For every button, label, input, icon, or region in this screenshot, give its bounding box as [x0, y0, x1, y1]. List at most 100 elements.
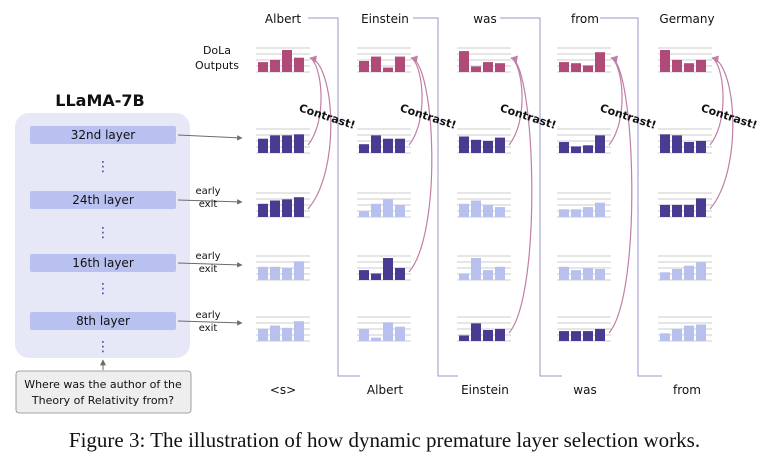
bar-col4-dola-4	[595, 52, 605, 72]
bar-col3-layer24-4	[495, 207, 505, 217]
layer-box-24: 24th layer	[30, 191, 176, 209]
output-token-5: Germany	[659, 12, 714, 26]
bar-col5-dola-1	[660, 50, 670, 72]
bar-col2-layer16-4	[395, 267, 405, 280]
bar-col2-dola-1	[359, 61, 369, 72]
ellipsis-3: ⋮	[96, 281, 110, 297]
output-tokens: Albert Einstein was from Germany	[265, 12, 715, 26]
bar-col4-dola-2	[571, 63, 581, 72]
question-box	[15, 370, 192, 414]
bar-col1-layer8-2	[270, 325, 280, 341]
bar-col2-layer16-3	[383, 258, 393, 280]
early-exit-label-16: early exit	[195, 251, 220, 275]
bar-col5-layer16-4	[696, 262, 706, 280]
dola-label-line-1: DoLa	[203, 44, 231, 57]
svg-text:exit: exit	[199, 264, 218, 275]
bar-col1-layer32-1	[258, 138, 268, 153]
bar-col1-layer24-2	[270, 200, 280, 217]
autoregressive-connectors	[308, 17, 662, 377]
ellipsis-2: ⋮	[96, 225, 110, 241]
bar-col5-layer8-4	[696, 324, 706, 341]
ellipsis-4: ⋮	[96, 339, 110, 355]
bar-col2-dola-2	[371, 56, 381, 72]
contrast-labels: Contrast! Contrast! Contrast! Contrast! Cont…	[297, 101, 759, 131]
dola-diagram: LLaMA-7B 32nd layer ⋮ 24th layer ⋮ 16th …	[15, 12, 759, 414]
distribution-bars	[258, 50, 706, 341]
contrast-arrow-premature-5	[709, 55, 734, 210]
contrast-arrow-mature-3	[508, 57, 523, 146]
bar-col3-layer16-3	[483, 270, 493, 280]
svg-text:early: early	[195, 186, 220, 197]
bar-col5-layer32-2	[672, 135, 682, 153]
contrast-arrow-premature-3	[508, 55, 533, 334]
bar-col3-dola-2	[471, 66, 481, 72]
bar-col5-dola-4	[696, 59, 706, 72]
layer-label-24: 24th layer	[72, 193, 134, 207]
connector-1	[308, 17, 360, 377]
bar-col5-layer8-1	[660, 333, 670, 341]
bar-col5-layer16-2	[672, 269, 682, 280]
layer-label-32: 32nd layer	[71, 128, 135, 142]
bar-col2-layer32-1	[359, 144, 369, 153]
bar-col3-layer32-1	[459, 136, 469, 153]
svg-text:early: early	[195, 310, 220, 321]
bar-col5-layer24-1	[660, 204, 670, 217]
bar-col1-layer8-4	[294, 321, 304, 341]
bar-col4-layer8-1	[559, 331, 569, 341]
layer-box-16: 16th layer	[30, 254, 176, 272]
bar-col5-layer16-1	[660, 272, 670, 280]
layer-arrow-16	[177, 262, 243, 268]
bar-col4-dola-1	[559, 62, 569, 72]
bar-col5-layer8-3	[684, 325, 694, 341]
bar-col2-layer8-3	[383, 322, 393, 341]
connector-2	[413, 17, 458, 377]
bar-col4-layer8-4	[595, 328, 605, 341]
bar-col5-layer16-3	[684, 265, 694, 280]
output-token-3: was	[473, 12, 496, 26]
bar-col3-layer8-1	[459, 335, 469, 341]
bar-col5-layer32-1	[660, 134, 670, 153]
bar-col1-layer24-3	[282, 199, 292, 217]
bar-col4-layer32-3	[583, 145, 593, 153]
model-panel	[15, 113, 190, 358]
bar-col2-layer32-3	[383, 138, 393, 153]
bar-col3-dola-4	[495, 63, 505, 72]
early-exit-label-8: early exit	[195, 310, 220, 334]
output-token-4: from	[571, 12, 599, 26]
bar-col3-layer16-2	[471, 258, 481, 280]
question-line-1: Where was the author of the	[24, 378, 182, 391]
ellipsis-1: ⋮	[96, 159, 110, 175]
bar-col3-layer16-4	[495, 266, 505, 280]
layer-box-8: 8th layer	[30, 312, 176, 330]
bar-col5-layer32-3	[684, 142, 694, 153]
svg-text:exit: exit	[199, 323, 218, 334]
contrast-arrow-mature-2	[408, 57, 423, 146]
bar-col4-layer16-4	[595, 269, 605, 280]
svg-text:exit: exit	[199, 199, 218, 210]
bar-col2-layer32-2	[371, 135, 381, 153]
bar-col2-dola-4	[395, 56, 405, 72]
bar-col4-layer32-2	[571, 146, 581, 153]
layer-arrow-8	[177, 320, 243, 326]
bar-col2-layer16-2	[371, 273, 381, 280]
bar-col4-layer24-3	[583, 207, 593, 217]
bar-col1-layer8-3	[282, 327, 292, 341]
bar-col1-layer8-1	[258, 328, 268, 341]
bar-col3-dola-1	[459, 51, 469, 72]
bar-col2-layer32-4	[395, 138, 405, 153]
contrast-arrow-mature-4	[608, 57, 623, 146]
bar-col2-layer24-1	[359, 211, 369, 217]
layer-label-8: 8th layer	[76, 314, 130, 328]
bar-col2-layer16-1	[359, 270, 369, 280]
bar-col3-layer32-2	[471, 139, 481, 153]
layer-label-16: 16th layer	[72, 256, 134, 270]
bar-col1-dola-3	[282, 50, 292, 72]
bar-col4-layer16-1	[559, 266, 569, 280]
bar-col5-layer24-2	[672, 204, 682, 217]
bar-col2-layer8-4	[395, 326, 405, 341]
contrast-label-5: Contrast!	[699, 101, 759, 131]
bar-col4-layer24-2	[571, 209, 581, 217]
bar-col3-layer32-3	[483, 140, 493, 153]
svg-text:early: early	[195, 251, 220, 262]
input-token-5: from	[673, 383, 701, 397]
